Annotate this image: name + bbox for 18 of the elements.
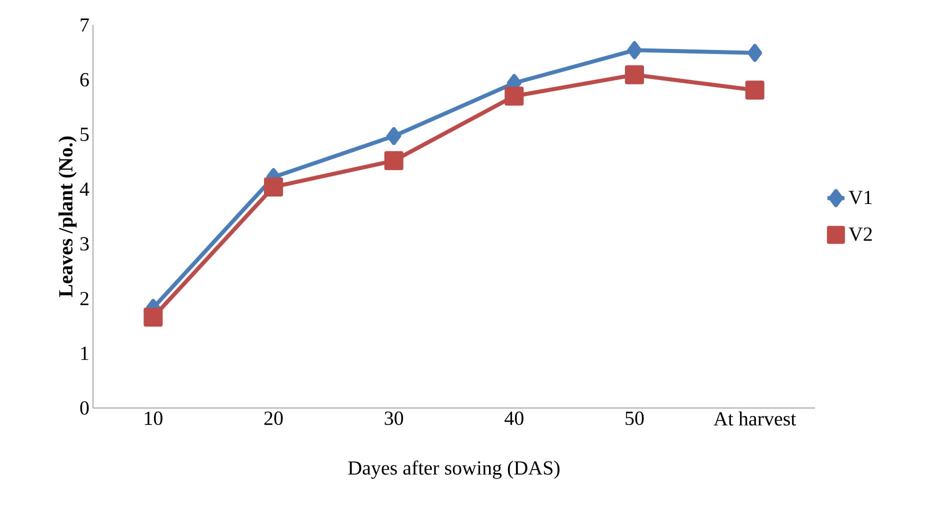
y-axis-title: Leaves /plant (No.) — [58, 136, 77, 297]
y-tick-label: 7 — [80, 18, 89, 32]
y-tick-label: 1 — [81, 346, 88, 360]
x-tick-label: At harvest — [714, 412, 796, 426]
legend-label: V2 — [848, 227, 872, 242]
y-tick-label: 6 — [80, 73, 89, 86]
y-tick-label: 2 — [80, 292, 88, 306]
x-axis-title: Dayes after sowing (DAS) — [348, 460, 560, 479]
legend-label: V1 — [848, 190, 872, 204]
y-tick-label: 3 — [80, 237, 89, 251]
x-tick-label: 20 — [264, 412, 283, 426]
y-tick-label: 5 — [80, 128, 89, 142]
x-tick-label: 10 — [144, 412, 162, 426]
x-tick-label: 30 — [384, 412, 404, 426]
y-tick-label: 0 — [80, 401, 89, 415]
x-tick-label: 50 — [626, 412, 644, 426]
y-tick-label: 4 — [80, 182, 90, 196]
x-tick-label: 40 — [504, 412, 524, 426]
